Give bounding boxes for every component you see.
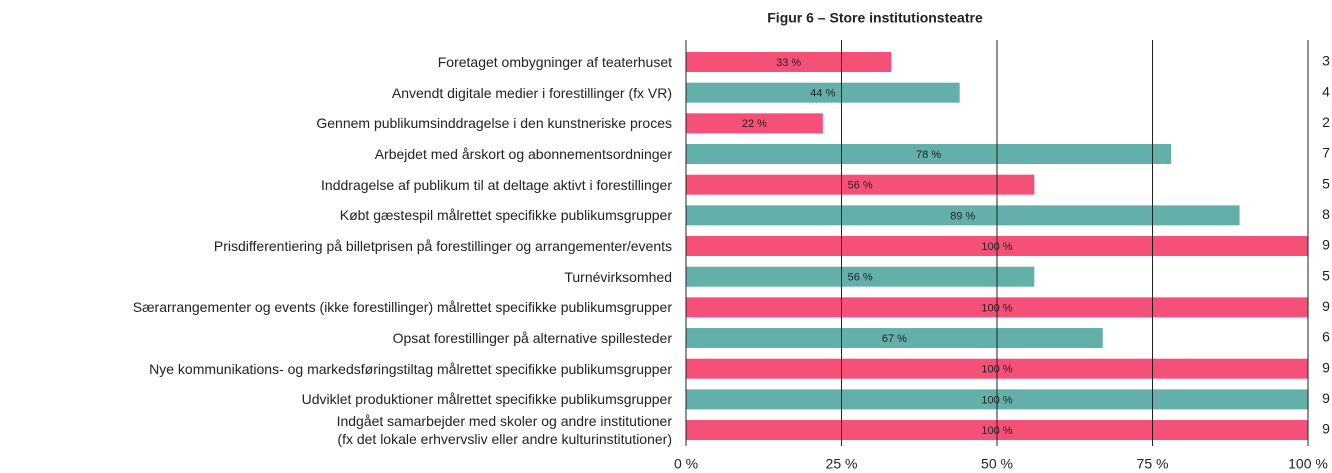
category-label: Købt gæstespil målrettet specifikke publ…: [339, 207, 672, 224]
category-label: Arbejdet med årskort og abonnementsordni…: [374, 146, 672, 162]
x-tick-label: 100 %: [1288, 456, 1328, 472]
value-label: 56 %: [848, 180, 873, 192]
value-label: 33 %: [776, 57, 801, 69]
x-tick-label: 50 %: [981, 456, 1013, 472]
bar: [686, 266, 1035, 287]
bar: [686, 82, 960, 103]
count-label: 4: [1322, 83, 1330, 99]
count-label: 9: [1322, 298, 1330, 314]
value-label: 44 %: [810, 88, 835, 100]
chart-title: Figur 6 – Store institutionsteatre: [767, 10, 983, 26]
count-label: 9: [1322, 390, 1330, 406]
count-label: 2: [1322, 114, 1330, 130]
count-label: 9: [1322, 237, 1330, 253]
bar: [686, 328, 1103, 349]
category-label: Turnévirksomhed: [564, 268, 672, 285]
category-label: Anvendt digitale medier i forestillinger…: [391, 84, 672, 101]
count-label: 6: [1322, 329, 1330, 345]
count-label: 9: [1322, 359, 1330, 375]
count-label: 7: [1322, 145, 1330, 161]
count-label: 5: [1322, 267, 1330, 283]
value-label: 22 %: [742, 118, 767, 130]
value-label: 89 %: [950, 210, 975, 222]
category-label: Prisdifferentiering på billetprisen på f…: [213, 238, 672, 255]
value-label: 67 %: [882, 333, 907, 345]
bar: [686, 205, 1240, 226]
x-tick-label: 25 %: [826, 456, 858, 472]
bar: [686, 144, 1172, 165]
category-label: Udviklet produktioner målrettet specifik…: [301, 391, 672, 408]
category-label: Opsat forestillinger på alternative spil…: [392, 330, 672, 347]
category-label: Inddragelse af publikum til at deltage a…: [321, 176, 672, 193]
value-label: 78 %: [916, 149, 941, 161]
count-label: 3: [1322, 53, 1330, 69]
category-label: Særarrangementer og events (ikke foresti…: [132, 299, 672, 316]
x-tick-label: 75 %: [1137, 456, 1169, 472]
x-tick-label: 0 %: [674, 456, 698, 472]
category-label: Indgået samarbejder med skoler og andre …: [336, 413, 672, 448]
count-label: 5: [1322, 175, 1330, 191]
value-label: 56 %: [848, 272, 873, 284]
bar: [686, 113, 823, 134]
category-label: Foretaget ombygninger af teaterhuset: [437, 54, 672, 70]
bar: [686, 174, 1035, 195]
count-label: 8: [1322, 206, 1330, 222]
count-label: 9: [1322, 421, 1330, 437]
category-label: Gennem publikumsinddragelse i den kunstn…: [316, 115, 672, 132]
bar: [686, 52, 892, 72]
category-label: Nye kommunikations- og markedsføringstil…: [149, 360, 672, 377]
